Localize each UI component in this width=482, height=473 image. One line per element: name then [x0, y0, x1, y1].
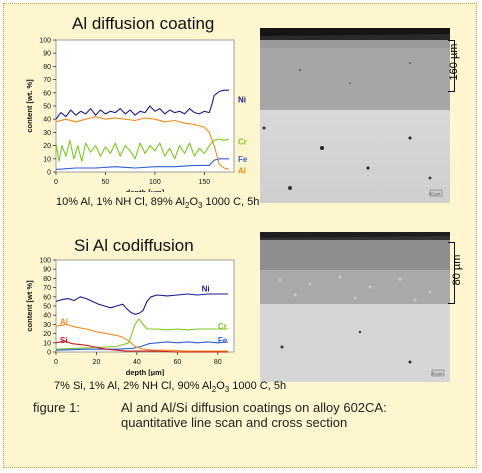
y-tick-label: 20 — [43, 331, 51, 338]
y-tick-label: 60 — [43, 294, 51, 301]
series-line-fe — [55, 158, 230, 170]
x-tick-label: 20 — [93, 359, 101, 366]
series-label-si: Si — [60, 336, 68, 345]
series-line-cr — [55, 138, 230, 162]
panel-1-caption-after: 1000 C, 5h — [202, 196, 260, 208]
y-tick-label: 70 — [43, 77, 51, 84]
figure-caption-indent — [33, 415, 121, 430]
x-tick-label: 0 — [54, 179, 58, 186]
plot-area — [55, 39, 235, 173]
x-tick-label: 100 — [149, 179, 161, 186]
series-label-al: Al — [60, 317, 68, 326]
y-tick-label: 70 — [43, 285, 51, 292]
series-line-fe — [55, 341, 228, 351]
y-axis-label: content [wt. %] — [25, 79, 34, 133]
figure-caption-line1: Al and Al/Si diffusion coatings on alloy… — [121, 400, 387, 415]
panel-2-caption-after: 1000 C, 5h — [229, 380, 287, 392]
y-tick-label: 50 — [43, 104, 51, 111]
panel-2-scale-label: 20 µm — [431, 371, 443, 376]
series-label-fe: Fe — [218, 336, 228, 345]
panel-2-caption-sub2: 3 — [224, 385, 230, 395]
panel-2-micrograph — [260, 232, 450, 382]
panel-2-thickness-bracket — [448, 242, 455, 304]
y-tick-label: 40 — [43, 313, 51, 320]
panel-1-caption-sub2: 3 — [198, 201, 203, 211]
panel-1-thickness-bracket — [448, 40, 455, 92]
panel-1-scale-label: 50 µm — [429, 191, 441, 196]
y-tick-label: 30 — [43, 322, 51, 329]
x-tick-label: 50 — [102, 179, 110, 186]
x-tick-label: 80 — [214, 359, 222, 366]
x-tick-label: 150 — [198, 179, 210, 186]
series-line-si — [55, 340, 228, 353]
panel-1-caption: 10% Al, 1% NH Cl, 89% Al2O3 1000 C, 5h — [56, 196, 259, 210]
x-tick-label: 0 — [54, 359, 58, 366]
y-tick-label: 20 — [43, 143, 51, 150]
panel-1-chart: 0 10 20 30 40 50 60 70 80 90 100 0 50 100 150 depth [µm… — [25, 38, 248, 193]
panel-2-title: Si Al codiffusion — [74, 236, 194, 255]
x-axis-label: depth [µm] — [126, 188, 165, 192]
series-label-ni: Ni — [238, 95, 246, 104]
y-tick-label: 10 — [43, 340, 51, 347]
series-label-al: Al — [238, 167, 246, 176]
x-axis-label: depth [µm] — [126, 368, 165, 376]
panel-1-micrograph — [260, 28, 450, 203]
series-line-al — [55, 116, 230, 170]
series-line-cr — [55, 318, 228, 350]
x-tick-label: 40 — [133, 359, 141, 366]
y-tick-label: 50 — [43, 304, 51, 311]
panel-1-caption-text: 10% Al, 1% NH Cl, 89% Al — [56, 196, 186, 208]
figure-caption-label: figure 1: — [33, 400, 80, 415]
y-tick-label: 100 — [39, 258, 51, 265]
y-tick-label: 60 — [43, 90, 51, 97]
figure-caption: figure 1: Al and Al/Si diffusion coating… — [33, 400, 387, 430]
series-label-cr: Cr — [218, 322, 227, 331]
panel-1-title: Al diffusion coating — [72, 14, 215, 33]
figure-caption-line2: quantitative line scan and cross section — [121, 415, 348, 430]
panel-1-caption-sub1: 2 — [185, 201, 190, 211]
y-tick-label: 80 — [43, 64, 51, 71]
panel-2-caption-sub1: 2 — [211, 385, 217, 395]
panel-2-caption: 7% Si, 1% Al, 2% NH Cl, 90% Al2O3 1000 C… — [54, 380, 286, 394]
x-tick-label: 60 — [173, 359, 181, 366]
y-tick-label: 90 — [43, 51, 51, 58]
series-label-fe: Fe — [238, 155, 248, 164]
y-tick-label: 0 — [47, 350, 51, 357]
y-axis-label: content [wt %] — [25, 280, 34, 332]
panel-2-caption-text: 7% Si, 1% Al, 2% NH Cl, 90% Al — [54, 380, 212, 392]
y-tick-label: 30 — [43, 130, 51, 137]
y-tick-label: 10 — [43, 156, 51, 163]
y-tick-label: 40 — [43, 117, 51, 124]
panel-1-thickness-label: 160 µm — [448, 43, 460, 81]
panel-2-chart: 0 10 20 30 40 50 60 70 80 90 100 0 20 40 60 80 depth [µm… — [25, 258, 235, 376]
series-label-cr: Cr — [238, 138, 247, 147]
series-line-ni — [55, 89, 230, 120]
panel-2-caption-mid: O — [216, 380, 225, 392]
series-label-ni: Ni — [202, 284, 210, 293]
series-line-al — [55, 323, 228, 352]
panel-2-thickness-label: 80 µm — [451, 254, 463, 286]
y-tick-label: 90 — [43, 267, 51, 274]
panel-1-caption-mid: O — [189, 196, 199, 208]
y-tick-label: 80 — [43, 276, 51, 283]
y-tick-label: 0 — [47, 170, 51, 177]
y-tick-label: 100 — [39, 38, 51, 45]
series-line-ni — [55, 293, 228, 315]
